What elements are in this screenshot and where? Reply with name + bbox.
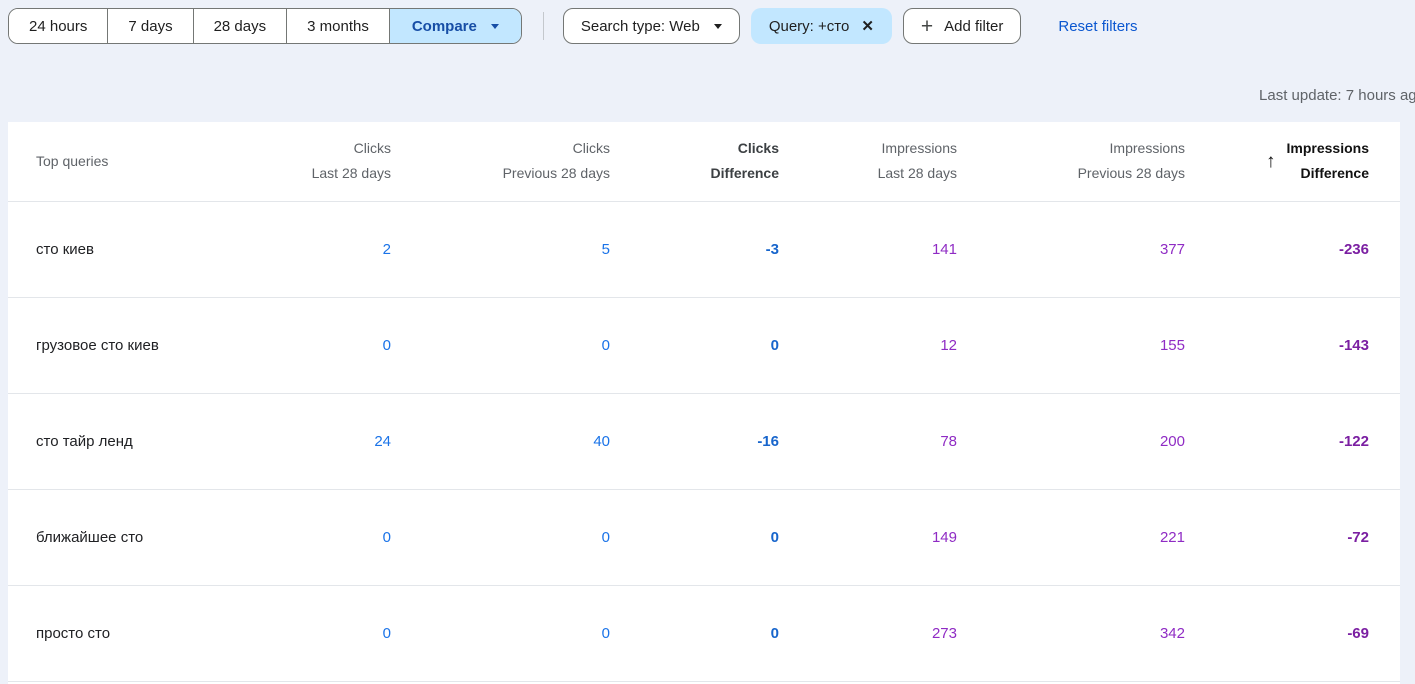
impressions-previous-cell: 221 — [1159, 528, 1185, 546]
clicks-difference-cell: 0 — [770, 528, 779, 546]
add-filter-label: Add filter — [944, 17, 1004, 35]
impressions-last-cell: 12 — [940, 336, 957, 354]
clicks-difference-cell: -16 — [757, 432, 779, 450]
clicks-difference-cell: 0 — [770, 336, 779, 354]
impressions-difference-cell: -236 — [1338, 240, 1369, 258]
impressions-previous-cell: 342 — [1159, 624, 1185, 642]
add-filter-button[interactable]: + Add filter — [902, 8, 1022, 44]
search-type-label: Search type: Web — [580, 17, 700, 35]
queries-table-panel: Top queries Clicks Last 28 days Clicks P… — [8, 122, 1400, 684]
clicks-last-cell: 0 — [382, 336, 391, 354]
chevron-down-icon — [713, 23, 722, 29]
clicks-last-cell: 24 — [374, 432, 391, 450]
clicks-last-cell: 0 — [382, 624, 391, 642]
table-header-row: Top queries Clicks Last 28 days Clicks P… — [8, 122, 1400, 201]
clicks-last-cell: 2 — [382, 240, 391, 258]
column-header-clicks-last[interactable]: Clicks Last 28 days — [311, 140, 391, 182]
query-cell[interactable]: просто сто — [36, 624, 111, 642]
clicks-previous-cell: 40 — [593, 432, 610, 450]
query-cell[interactable]: сто киев — [36, 240, 94, 258]
impressions-difference-cell: -69 — [1347, 624, 1369, 642]
query-filter-chip[interactable]: Query: +сто ✕ — [750, 8, 892, 44]
column-header-top-queries[interactable]: Top queries — [36, 153, 109, 170]
table-row[interactable]: ближайшее сто 0 0 0 149 221 -72 — [8, 489, 1400, 585]
clicks-previous-cell: 0 — [601, 624, 610, 642]
query-cell[interactable]: ближайшее сто — [36, 528, 144, 546]
clicks-difference-cell: -3 — [765, 240, 779, 258]
column-header-clicks-previous[interactable]: Clicks Previous 28 days — [502, 140, 610, 182]
sort-ascending-icon: ↑ — [1266, 150, 1276, 172]
close-icon[interactable]: ✕ — [861, 17, 874, 35]
impressions-last-cell: 78 — [940, 432, 957, 450]
date-range-24-hours[interactable]: 24 hours — [9, 9, 109, 43]
impressions-difference-cell: -72 — [1347, 528, 1369, 546]
clicks-previous-cell: 0 — [601, 336, 610, 354]
reset-filters-link[interactable]: Reset filters — [1058, 17, 1138, 35]
date-range-control: 24 hours 7 days 28 days 3 months Compare — [8, 8, 522, 44]
impressions-previous-cell: 200 — [1159, 432, 1185, 450]
date-range-7-days[interactable]: 7 days — [108, 9, 194, 43]
date-range-28-days[interactable]: 28 days — [193, 9, 288, 43]
column-header-impressions-previous[interactable]: Impressions Previous 28 days — [1077, 140, 1185, 182]
impressions-last-cell: 273 — [931, 624, 957, 642]
chevron-down-icon — [490, 23, 499, 29]
impressions-difference-cell: -122 — [1338, 432, 1369, 450]
query-filter-label: Query: +сто — [768, 17, 850, 35]
clicks-previous-cell: 0 — [601, 528, 610, 546]
table-row[interactable]: просто сто 0 0 0 273 342 -69 — [8, 585, 1400, 681]
column-header-impressions-last[interactable]: Impressions Last 28 days — [877, 140, 957, 182]
last-update-text: Last update: 7 hours ago — [1259, 87, 1415, 104]
column-header-impressions-difference[interactable]: ↑ Impressions Difference — [1266, 140, 1369, 182]
impressions-last-cell: 149 — [931, 528, 957, 546]
impressions-previous-cell: 155 — [1159, 336, 1185, 354]
clicks-previous-cell: 5 — [601, 240, 610, 258]
impressions-previous-cell: 377 — [1159, 240, 1185, 258]
impressions-difference-cell: -143 — [1338, 336, 1369, 354]
plus-icon: + — [920, 14, 934, 38]
table-row[interactable]: сто тайр ленд 24 40 -16 78 200 -122 — [8, 393, 1400, 489]
impressions-last-cell: 141 — [931, 240, 957, 258]
search-type-filter-button[interactable]: Search type: Web — [562, 8, 740, 44]
queries-table: Top queries Clicks Last 28 days Clicks P… — [8, 122, 1400, 682]
filter-toolbar: 24 hours 7 days 28 days 3 months Compare… — [8, 8, 1138, 44]
query-cell[interactable]: грузовое сто киев — [36, 336, 159, 354]
compare-label: Compare — [411, 17, 477, 35]
clicks-difference-cell: 0 — [770, 624, 779, 642]
table-row[interactable]: сто киев 2 5 -3 141 377 -236 — [8, 201, 1400, 297]
clicks-last-cell: 0 — [382, 528, 391, 546]
toolbar-divider — [542, 12, 544, 40]
date-range-compare-tab[interactable]: Compare — [389, 9, 521, 43]
query-cell[interactable]: сто тайр ленд — [36, 432, 133, 450]
table-row[interactable]: грузовое сто киев 0 0 0 12 155 -143 — [8, 297, 1400, 393]
column-header-clicks-difference[interactable]: Clicks Difference — [710, 140, 779, 182]
date-range-3-months[interactable]: 3 months — [287, 9, 390, 43]
